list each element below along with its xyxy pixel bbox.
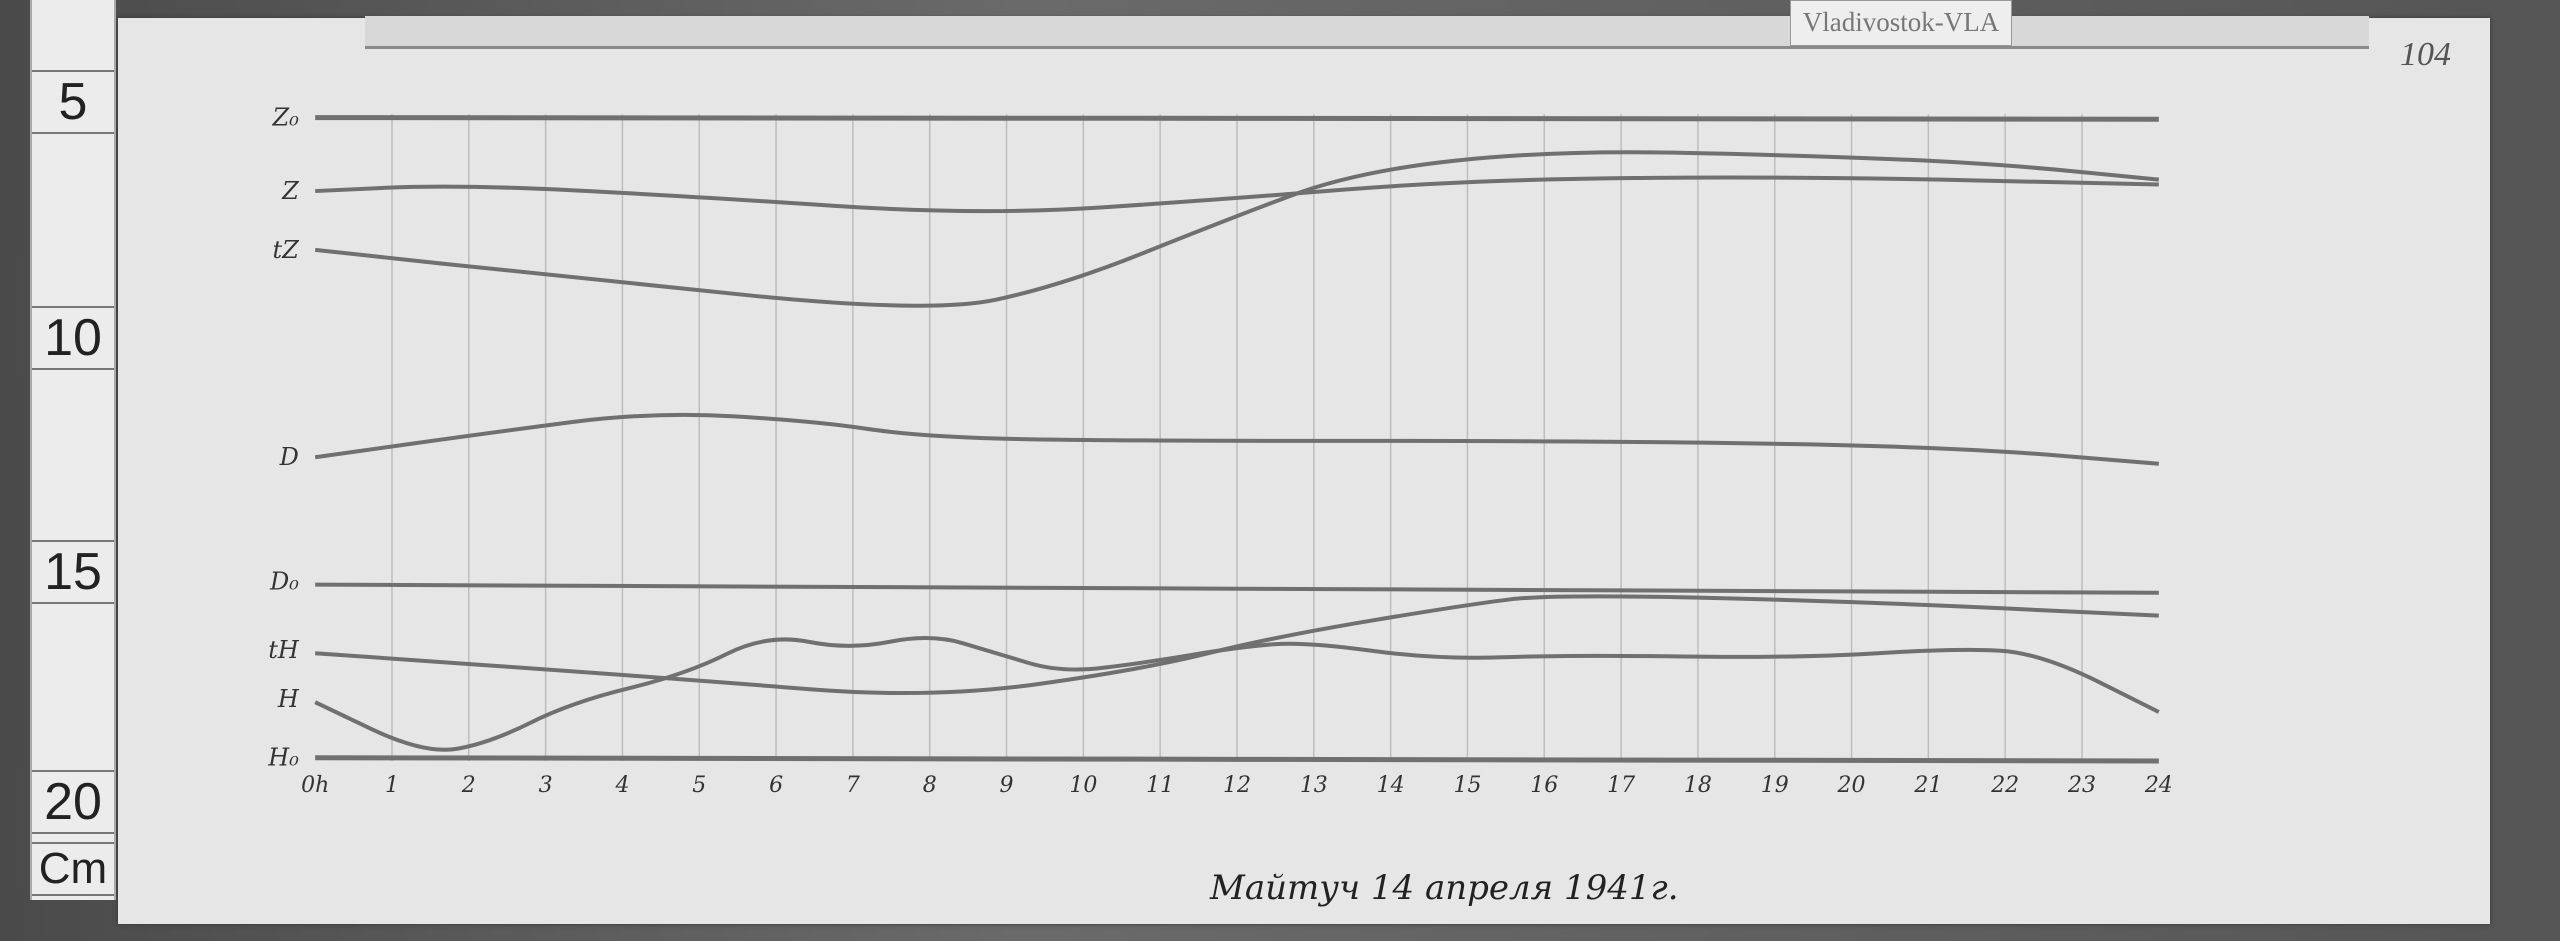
trace-line [314,412,2159,466]
station-tag: Vladivostok-VLA [1790,0,2012,46]
x-tick-label: 11 [1146,773,1174,798]
x-tick-label: 6 [769,773,783,798]
x-tick-label: 17 [1607,773,1635,798]
trace-line [315,755,2159,764]
x-tick-label: 2 [461,773,476,798]
x-tick-label: 24 [2144,773,2173,798]
x-tick-label: 19 [1761,773,1789,798]
x-tick-label: 13 [1300,773,1328,798]
scale-ruler: 5 10 15 20 Cm [30,0,116,900]
chart-caption: Майтуч 14 апреля 1941г. [1210,868,1679,908]
trace-label: tZ [273,236,301,264]
x-tick-label: 4 [614,773,629,798]
x-tick-label: 14 [1377,773,1405,798]
trace-line [314,636,2160,752]
ruler-mark: 5 [32,70,114,134]
top-strip [365,16,2369,49]
trace-label: Z [281,177,300,205]
x-tick-label: 0h [301,773,329,798]
x-tick-label: 20 [1837,773,1866,798]
x-tick-label: 22 [1990,773,2019,798]
trace-line [315,582,2159,595]
x-tick-label: 5 [692,773,706,798]
trace-label: tH [268,636,300,664]
trace-label: D₀ [269,567,299,595]
paper-sheet [118,18,2490,924]
trace-line [314,150,2160,308]
ruler-unit: Cm [32,842,114,896]
trace-line [315,115,2159,122]
x-tick-label: 1 [385,773,399,798]
x-tick-label: 8 [923,773,937,798]
x-tick-label: 15 [1453,773,1481,798]
x-tick-label: 10 [1069,773,1097,798]
ruler-mark: 10 [32,306,114,370]
x-tick-label: 21 [1913,773,1942,798]
trace-line [315,175,2159,214]
x-tick-label: 23 [2067,773,2096,798]
page-number: 104 [2400,36,2451,73]
ruler-mark: 20 [32,770,114,834]
x-tick-label: 9 [1000,773,1014,798]
x-tick-label: 7 [846,773,860,798]
trace-label: Z₀ [272,104,300,132]
trace-label: H₀ [267,744,299,772]
x-tick-label: 18 [1684,773,1712,798]
ruler-mark: 15 [32,540,114,604]
trace-label: H [277,685,300,713]
x-tick-label: 12 [1223,773,1251,798]
x-tick-label: 3 [539,773,553,798]
trace-label: D [279,443,299,471]
x-tick-label: 16 [1530,773,1558,798]
